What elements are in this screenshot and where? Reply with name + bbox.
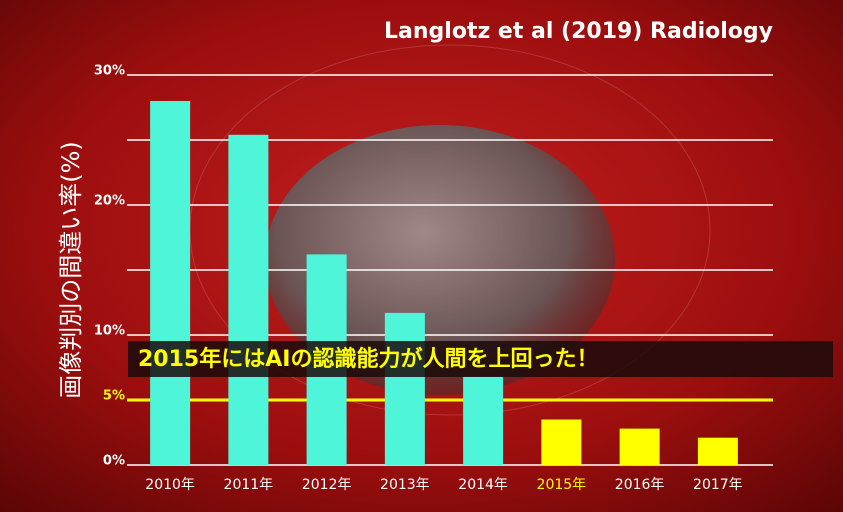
x-tick-label: 2011年 xyxy=(224,477,274,493)
x-tick-label: 2016年 xyxy=(615,477,665,493)
y-tick-label: 30% xyxy=(94,64,125,79)
y-tick-label: 5% xyxy=(103,389,125,404)
x-tick-label: 2013年 xyxy=(380,477,430,493)
y-axis-label: 画像判別の間違い率(%) xyxy=(57,141,85,399)
x-tick-label: 2012年 xyxy=(302,477,352,493)
x-tick-label: 2017年 xyxy=(693,477,743,493)
bar xyxy=(698,438,738,465)
x-tick-label: 2014年 xyxy=(458,477,508,493)
bar xyxy=(228,135,268,465)
bar xyxy=(385,313,425,465)
chart: Langlotz et al (2019) Radiology 画像判別の間違い… xyxy=(0,0,843,512)
bar xyxy=(150,101,190,465)
y-tick-label: 20% xyxy=(94,194,125,209)
y-tick-label: 0% xyxy=(103,454,125,469)
x-tick-label: 2010年 xyxy=(145,477,195,493)
y-tick-label: 10% xyxy=(94,324,125,339)
bar xyxy=(620,429,660,465)
annotation: 2015年にはAIの認識能力が人間を上回った！ xyxy=(138,346,598,372)
chart-title: Langlotz et al (2019) Radiology xyxy=(384,19,773,44)
bar xyxy=(541,420,581,466)
x-tick-label: 2015年 xyxy=(537,477,587,493)
bar xyxy=(463,377,503,465)
